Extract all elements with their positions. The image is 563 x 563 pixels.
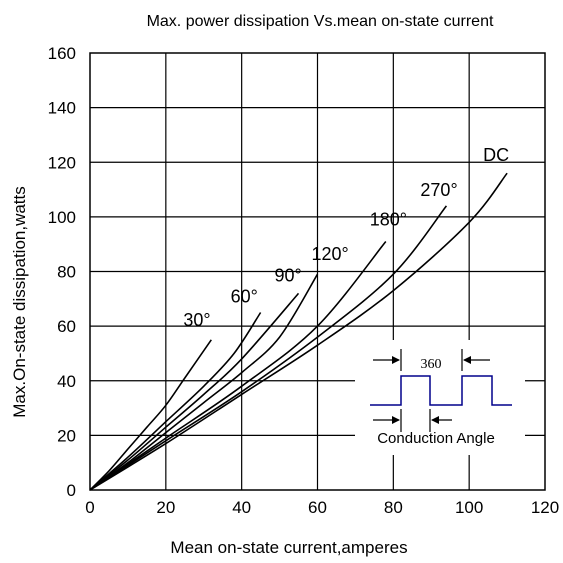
- series-label: 60°: [231, 286, 258, 306]
- series-label: 120°: [312, 244, 349, 264]
- series-label: 270°: [420, 180, 457, 200]
- period-arrowhead-right: [463, 356, 471, 364]
- conduction-arrowhead-left: [392, 416, 400, 424]
- x-tick-label: 100: [455, 498, 483, 517]
- x-tick-label: 20: [156, 498, 175, 517]
- series-label: 30°: [183, 310, 210, 330]
- series-line: [89, 339, 212, 491]
- plot-frame: [89, 52, 546, 491]
- series-line: [89, 172, 508, 491]
- series-line: [89, 273, 319, 491]
- x-tick-label: 60: [308, 498, 327, 517]
- y-tick-label: 120: [48, 153, 76, 172]
- period-label: 360: [421, 357, 442, 372]
- waveform-inset: 360 Conduction Angle: [355, 340, 525, 455]
- series-group: [89, 172, 508, 491]
- y-tick-label: 40: [57, 372, 76, 391]
- y-tick-label: 0: [67, 481, 76, 500]
- x-axis-label: Mean on-state current,amperes: [170, 538, 407, 557]
- series-label: 90°: [275, 265, 302, 285]
- series-line: [89, 205, 448, 491]
- y-tick-label: 100: [48, 208, 76, 227]
- series-labels: 30° 60° 90° 120° 180° 270° DC: [183, 145, 509, 330]
- y-axis-label: Max.On-state dissipation,watts: [10, 186, 29, 417]
- y-tick-label: 80: [57, 263, 76, 282]
- x-tick-label: 120: [531, 498, 559, 517]
- x-tick-label: 80: [384, 498, 403, 517]
- y-tick-label: 60: [57, 317, 76, 336]
- period-arrowhead-left: [392, 356, 400, 364]
- series-line: [89, 292, 300, 491]
- series-line: [89, 240, 387, 491]
- y-tick-labels: 0 20 40 60 80 100 120 140 160: [48, 44, 76, 500]
- x-tick-label: 0: [85, 498, 94, 517]
- y-tick-label: 160: [48, 44, 76, 63]
- inset-background: [355, 340, 525, 455]
- conduction-arrowhead-right: [431, 416, 439, 424]
- conduction-label: Conduction Angle: [377, 430, 495, 447]
- y-tick-label: 140: [48, 99, 76, 118]
- series-line: [89, 312, 262, 491]
- series-label: 180°: [370, 209, 407, 229]
- series-label: DC: [483, 145, 509, 165]
- y-tick-label: 20: [57, 426, 76, 445]
- chart-title: Max. power dissipation Vs.mean on-state …: [147, 13, 494, 30]
- waveform-line: [370, 375, 512, 406]
- x-tick-labels: 0 20 40 60 80 100 120: [85, 498, 559, 517]
- grid: [90, 53, 545, 490]
- x-tick-label: 40: [232, 498, 251, 517]
